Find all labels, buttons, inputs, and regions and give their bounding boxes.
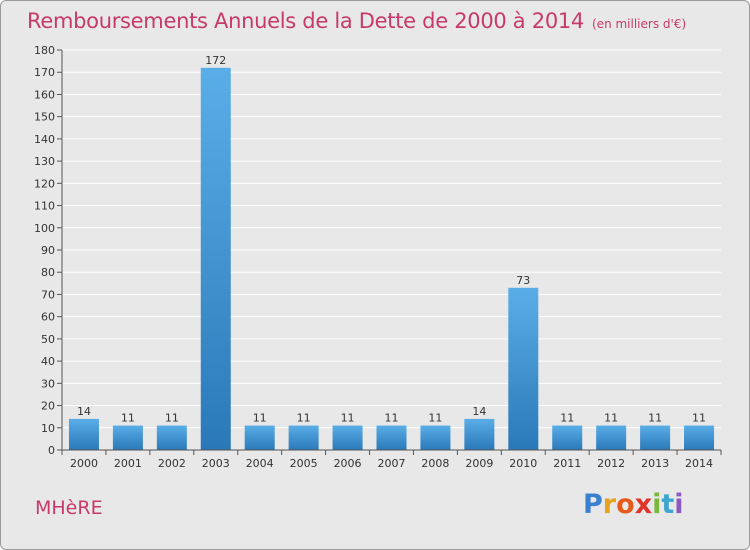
y-tick-label: 60 [41, 311, 55, 324]
y-tick-label: 80 [41, 266, 55, 279]
bar-2001 [112, 425, 143, 450]
y-tick-label: 110 [34, 200, 55, 213]
data-label: 11 [297, 412, 311, 425]
data-label: 11 [121, 412, 135, 425]
bar-2010 [508, 287, 539, 450]
x-tick-label: 2012 [597, 457, 625, 470]
x-tick-label: 2010 [509, 457, 537, 470]
x-tick-label: 2008 [421, 457, 449, 470]
y-tick-label: 10 [41, 422, 55, 435]
y-tick-label: 30 [41, 377, 55, 390]
data-label: 14 [472, 405, 486, 418]
x-tick-label: 2000 [70, 457, 98, 470]
logo-letter: x [634, 489, 653, 520]
y-axis-ticks: 0 10 20 30 40 50 60 70 80 90 100 110 120 130 140 150 160… [34, 44, 63, 457]
data-label: 11 [648, 412, 662, 425]
bar-2003 [200, 67, 231, 451]
grid-lines [62, 49, 721, 451]
y-tick-label: 140 [34, 133, 55, 146]
bar-2013 [640, 425, 671, 450]
x-tick-label: 2006 [334, 457, 362, 470]
data-label: 11 [560, 412, 574, 425]
chart-title: Remboursements Annuels de la Dette de 20… [27, 9, 686, 33]
bars: 14 11 11 172 11 11 11 11 11 14 73 11 11 11 11 [68, 54, 715, 451]
data-label: 11 [428, 412, 442, 425]
data-label: 11 [692, 412, 706, 425]
bar-2007 [376, 425, 407, 450]
x-tick-label: 2009 [465, 457, 493, 470]
data-label: 11 [385, 412, 399, 425]
data-label: 14 [77, 405, 91, 418]
bar-2004 [244, 425, 275, 450]
logo-letter: P [583, 489, 603, 520]
x-tick-label: 2002 [158, 457, 186, 470]
data-label: 172 [205, 54, 226, 67]
y-tick-label: 90 [41, 244, 55, 257]
y-tick-label: 120 [34, 177, 55, 190]
y-tick-label: 50 [41, 333, 55, 346]
x-tick-label: 2003 [202, 457, 230, 470]
logo-letter: t [661, 489, 675, 520]
logo-letter: r [602, 489, 617, 520]
bar-2005 [288, 425, 319, 450]
logo-letter: o [616, 489, 635, 520]
x-tick-label: 2005 [290, 457, 318, 470]
data-label: 11 [253, 412, 267, 425]
y-tick-label: 170 [34, 66, 55, 79]
x-tick-label: 2013 [641, 457, 669, 470]
x-tick-label: 2007 [378, 457, 406, 470]
logo-letter: i [652, 489, 662, 520]
bar-2009 [464, 418, 495, 450]
x-tick-label: 2004 [246, 457, 274, 470]
y-tick-label: 100 [34, 222, 55, 235]
chart-title-text: Remboursements Annuels de la Dette de 20… [27, 9, 584, 33]
bar-2006 [332, 425, 363, 450]
proxiti-logo: Proxiti [583, 489, 684, 520]
data-label: 11 [341, 412, 355, 425]
x-tick-label: 2001 [114, 457, 142, 470]
y-tick-label: 70 [41, 288, 55, 301]
data-label: 11 [604, 412, 618, 425]
x-axis-ticks: 2000 2001 2002 2003 2004 2005 2006 2007 2008 2009… [61, 449, 722, 470]
commune-name: MHèRE [35, 497, 103, 519]
x-tick-label: 2014 [685, 457, 713, 470]
y-tick-label: 40 [41, 355, 55, 368]
y-tick-label: 150 [34, 111, 55, 124]
bar-2012 [596, 425, 627, 450]
y-tick-label: 20 [41, 400, 55, 413]
y-tick-label: 160 [34, 88, 55, 101]
logo-letter: i [674, 489, 684, 520]
data-label: 11 [165, 412, 179, 425]
y-tick-label: 0 [48, 444, 55, 457]
bar-2000 [68, 418, 99, 450]
chart-unit: (en milliers d'€) [592, 17, 687, 31]
bar-2014 [684, 425, 715, 450]
data-label: 73 [516, 274, 530, 287]
bar-2002 [156, 425, 187, 450]
x-tick-label: 2011 [553, 457, 581, 470]
y-tick-label: 130 [34, 155, 55, 168]
bar-2008 [420, 425, 451, 450]
y-tick-label: 180 [34, 44, 55, 57]
bar-2011 [552, 425, 583, 450]
